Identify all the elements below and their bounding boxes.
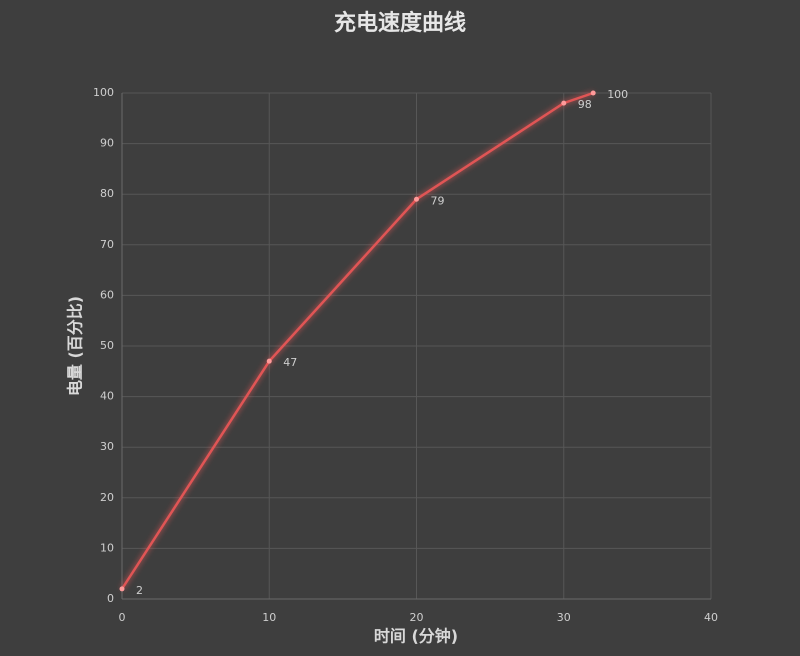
data-point (590, 90, 596, 96)
data-line (120, 91, 594, 590)
y-tick-label: 20 (100, 491, 114, 504)
x-tick-label: 10 (262, 611, 276, 624)
data-label: 2 (136, 584, 143, 597)
y-tick-label: 0 (107, 592, 114, 605)
y-tick-label: 60 (100, 288, 114, 301)
data-point (561, 100, 567, 106)
data-point (414, 196, 419, 202)
x-tick-label: 20 (410, 611, 424, 624)
y-tick-label: 50 (100, 339, 114, 352)
chart-title: 充电速度曲线 (334, 10, 466, 36)
data-point (266, 358, 272, 364)
y-axis-title: 电量 (百分比) (66, 296, 85, 396)
x-axis-title: 时间 (分钟) (374, 627, 458, 646)
y-tick-label: 100 (93, 86, 114, 99)
data-label: 79 (431, 194, 445, 207)
y-tick-label: 90 (100, 137, 114, 150)
y-tick-label: 80 (100, 187, 114, 200)
data-label: 100 (607, 88, 628, 101)
y-tick-label: 70 (100, 238, 114, 251)
data-label: 98 (578, 98, 592, 111)
data-point (119, 586, 125, 592)
y-tick-label: 40 (100, 390, 114, 403)
y-tick-label: 30 (100, 440, 114, 453)
data-label: 47 (283, 356, 297, 369)
x-tick-label: 30 (557, 611, 571, 624)
x-tick-label: 0 (119, 611, 126, 624)
x-tick-label: 40 (704, 611, 718, 624)
y-tick-label: 10 (100, 541, 114, 554)
